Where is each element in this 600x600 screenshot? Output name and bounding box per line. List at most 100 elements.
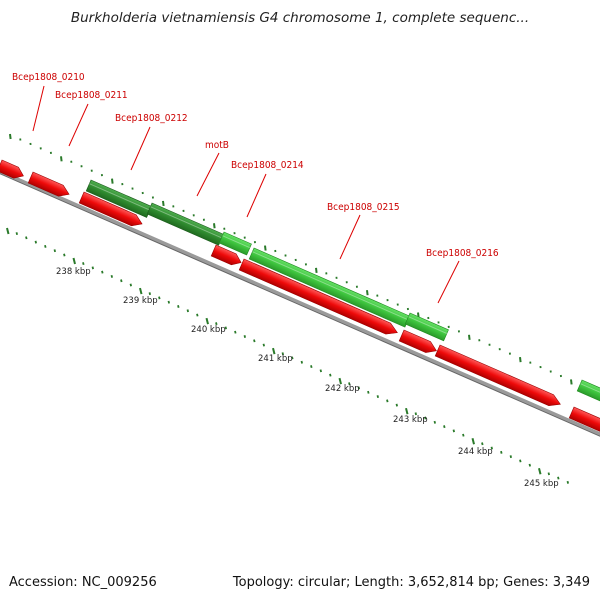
topology-summary: Topology: circular; Length: 3,652,814 bp… bbox=[232, 575, 590, 590]
gene-feature-3-shape[interactable] bbox=[78, 191, 144, 229]
gene-feature-2[interactable] bbox=[85, 179, 152, 218]
scale-tick bbox=[110, 274, 113, 278]
gene-label[interactable]: Bcep1808_0210 bbox=[12, 72, 85, 83]
scale-tick bbox=[158, 296, 161, 300]
outer-tick bbox=[213, 223, 216, 229]
gene-feature-5-highlight bbox=[222, 235, 251, 249]
scale-tick bbox=[395, 403, 398, 407]
scale-label: 241 kbp bbox=[258, 354, 293, 364]
gene-feature-9[interactable] bbox=[404, 312, 449, 342]
scale-label: 240 kbp bbox=[191, 325, 226, 335]
scale-tick bbox=[433, 420, 436, 424]
outer-tick bbox=[468, 334, 471, 340]
gene-feature-5-shape[interactable] bbox=[218, 231, 252, 256]
scale-tick bbox=[224, 326, 227, 330]
outer-tick bbox=[315, 267, 318, 273]
scale-tick bbox=[44, 244, 47, 248]
outer-tick bbox=[519, 357, 522, 363]
gene-feature-7-highlight bbox=[252, 251, 409, 321]
scale-tick bbox=[319, 369, 322, 373]
scale-tick bbox=[272, 347, 276, 355]
gene-label[interactable]: motB bbox=[205, 140, 229, 151]
scale-tick bbox=[481, 442, 484, 446]
scale-label: 245 kbp bbox=[524, 479, 559, 489]
gene-feature-extra-3[interactable] bbox=[576, 379, 600, 404]
scale-tick bbox=[462, 433, 465, 437]
gene-feature-3[interactable] bbox=[78, 191, 144, 229]
gene-feature-4-highlight bbox=[150, 206, 223, 239]
scale-tick bbox=[177, 305, 180, 308]
outer-tick bbox=[570, 379, 573, 385]
scale-tick bbox=[101, 270, 104, 274]
gene-feature-extra-0-shape[interactable] bbox=[398, 329, 439, 356]
scale-labels-layer: 238 kbp 239 kbp 240 kbp 241 kbp 242 kbp 243 k… bbox=[56, 267, 559, 489]
outer-tick bbox=[9, 133, 12, 140]
gene-feature-6[interactable] bbox=[210, 244, 243, 268]
outer-tick bbox=[264, 245, 267, 251]
scale-tick bbox=[291, 356, 294, 360]
gene-feature-extra-2-shape[interactable] bbox=[568, 406, 600, 435]
scale-label: 243 kbp bbox=[393, 415, 428, 425]
outer-tick bbox=[60, 156, 63, 162]
gene-feature-4-shape[interactable] bbox=[146, 202, 224, 246]
backbone bbox=[0, 169, 600, 437]
gene-feature-1[interactable] bbox=[27, 171, 71, 200]
scale-tick bbox=[167, 300, 170, 304]
gene-feature-6-shape[interactable] bbox=[210, 244, 243, 268]
scale-tick bbox=[262, 343, 265, 347]
scale-tick bbox=[82, 262, 85, 266]
scale-tick bbox=[386, 399, 389, 403]
gene-labels-layer: Bcep1808_0210 Bcep1808_0211 Bcep1808_0212m… bbox=[12, 72, 499, 304]
scale-label: 239 kbp bbox=[123, 296, 158, 306]
scale-tick bbox=[72, 257, 76, 265]
scale-tick bbox=[509, 455, 512, 459]
scale-tick bbox=[139, 287, 143, 295]
scale-tick bbox=[25, 236, 28, 240]
scale-tick bbox=[519, 459, 522, 463]
accession-text: Accession: NC_009256 bbox=[9, 575, 157, 590]
gene-feature-0[interactable] bbox=[0, 159, 26, 181]
gene-feature-0-shape[interactable] bbox=[0, 159, 26, 181]
gene-feature-7[interactable] bbox=[248, 247, 411, 328]
gene-label[interactable]: Bcep1808_0215 bbox=[327, 202, 400, 213]
scale-tick bbox=[120, 279, 123, 283]
gene-feature-4[interactable] bbox=[146, 202, 224, 246]
gene-label[interactable]: Bcep1808_0212 bbox=[115, 113, 188, 124]
gene-leader-line bbox=[339, 214, 361, 260]
gene-leader-line bbox=[246, 173, 267, 218]
gene-feature-extra-3-shape[interactable] bbox=[576, 379, 600, 404]
scale-label: 242 kbp bbox=[325, 384, 360, 394]
gene-feature-7-shape[interactable] bbox=[248, 247, 411, 328]
gene-feature-8[interactable] bbox=[238, 258, 400, 338]
gene-feature-extra-3-highlight bbox=[580, 383, 600, 397]
scale-tick bbox=[452, 429, 455, 433]
gene-feature-2-highlight bbox=[89, 183, 151, 211]
gene-feature-extra-2[interactable] bbox=[568, 406, 600, 435]
scale-tick bbox=[557, 476, 560, 480]
gene-feature-1-shape[interactable] bbox=[27, 171, 71, 200]
gene-feature-extra-1[interactable] bbox=[434, 344, 563, 410]
scale-tick bbox=[196, 313, 199, 317]
scale-tick bbox=[367, 390, 370, 394]
gene-feature-extra-0[interactable] bbox=[398, 329, 439, 356]
scale-tick bbox=[300, 360, 303, 364]
gene-feature-2-shape[interactable] bbox=[85, 179, 152, 218]
gene-feature-8-shape[interactable] bbox=[238, 258, 400, 338]
gene-feature-9-shape[interactable] bbox=[404, 312, 449, 342]
gene-label[interactable]: Bcep1808_0211 bbox=[55, 90, 128, 101]
scale-tick bbox=[234, 330, 237, 334]
scale-tick bbox=[6, 227, 10, 235]
gene-feature-5[interactable] bbox=[218, 231, 252, 256]
gene-label[interactable]: Bcep1808_0214 bbox=[231, 160, 304, 171]
gene-label[interactable]: Bcep1808_0216 bbox=[426, 248, 499, 259]
gene-leader-line bbox=[32, 85, 45, 132]
gene-feature-extra-1-shape[interactable] bbox=[434, 344, 563, 410]
genes-layer bbox=[0, 159, 600, 435]
scale-tick bbox=[329, 373, 332, 377]
scale-tick bbox=[34, 240, 37, 244]
scale-tick bbox=[205, 317, 209, 325]
scale-tick bbox=[471, 437, 475, 445]
scale-tick bbox=[186, 309, 189, 313]
scale-label: 238 kbp bbox=[56, 267, 91, 277]
